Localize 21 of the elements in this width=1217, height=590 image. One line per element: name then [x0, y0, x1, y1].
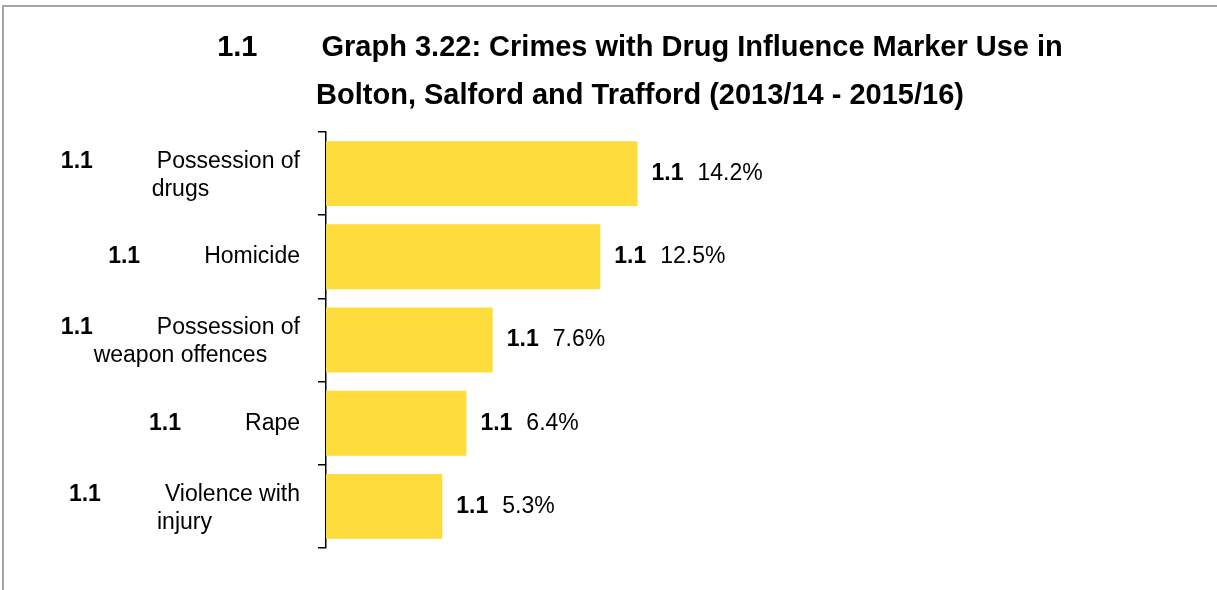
category-label: 1.1 Rape: [149, 408, 300, 435]
data-label: 5.3%: [502, 491, 555, 518]
annotation: 1.1: [614, 242, 647, 269]
bar: [326, 224, 601, 290]
category-label: 1.1 Possession of weapon offences: [60, 313, 301, 368]
annotation: 1.1: [480, 408, 513, 435]
annotation: 1.1: [456, 491, 489, 518]
chart-title: 1.1 Graph 3.22: Crimes with Drug Influence Marker Use in Bolton, Salford and Trafford (2013/14 - 2015/16): [217, 30, 1063, 110]
bar: [326, 390, 467, 456]
data-label: 12.5%: [660, 242, 726, 269]
category-label: 1.1 Possession of drugs: [60, 146, 301, 201]
bar: [326, 141, 638, 207]
category-label: 1.1 Homicide: [108, 242, 301, 269]
annotation: 1.1: [651, 158, 684, 185]
bar: [326, 473, 443, 539]
bar: [326, 307, 493, 373]
data-label: 14.2%: [697, 158, 763, 185]
data-label: 7.6%: [552, 325, 606, 352]
annotation: 1.1: [506, 325, 539, 352]
data-label: 6.4%: [526, 408, 579, 435]
category-label: 1.1 Violence with injury: [68, 479, 301, 534]
